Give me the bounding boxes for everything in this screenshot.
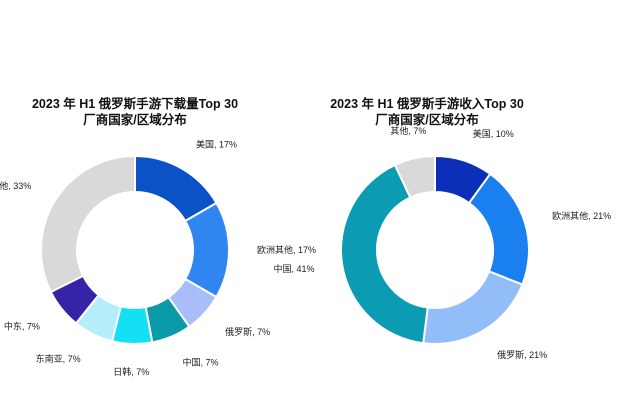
donut-1-label-0: 美国, 10%	[473, 128, 514, 139]
donut-0-label-3: 中国, 7%	[183, 356, 219, 367]
chart-title-downloads: 2023 年 H1 俄罗斯手游下载量Top 30 厂商国家/区域分布	[0, 96, 270, 128]
donut-1-label-2: 俄罗斯, 21%	[497, 349, 547, 360]
donut-0-slice-7	[40, 154, 136, 294]
donut-1-label-1: 欧洲其他, 21%	[552, 210, 611, 221]
donut-0-label-2: 俄罗斯, 7%	[225, 326, 270, 337]
donut-chart-downloads: 美国, 17% 欧洲其他, 17% 俄罗斯, 7% 中国, 7% 日韩, 7% 东南亚, …	[0, 138, 316, 377]
donut-1-slice-1	[467, 172, 530, 286]
donut-chart-revenue: 美国, 10% 欧洲其他, 21% 俄罗斯, 21% 中国, 41% 其他, 7%	[273, 125, 611, 360]
donut-1-label-4: 其他, 7%	[390, 125, 426, 136]
chart-title-revenue-line2: 厂商国家/区域分布	[375, 113, 479, 127]
chart-title-revenue-line1: 2023 年 H1 俄罗斯手游收入Top 30	[330, 97, 524, 111]
donut-0-label-7: 其他, 33%	[0, 180, 31, 191]
chart-title-downloads-line1: 2023 年 H1 俄罗斯手游下载量Top 30	[31, 97, 239, 111]
chart-title-revenue: 2023 年 H1 俄罗斯手游收入Top 30 厂商国家/区域分布	[292, 96, 562, 128]
donut-1-slice-2	[422, 270, 524, 345]
donut-0-label-5: 东南亚, 7%	[36, 353, 81, 364]
donut-0-label-6: 中东, 7%	[4, 320, 40, 331]
donut-1-label-3: 中国, 41%	[273, 263, 314, 274]
donut-1-slice-4	[393, 154, 436, 199]
donut-0-label-0: 美国, 17%	[196, 138, 237, 149]
donut-0-label-1: 欧洲其他, 17%	[257, 244, 316, 255]
donut-0-label-4: 日韩, 7%	[113, 366, 149, 377]
chart-title-downloads-line2: 厂商国家/区域分布	[83, 113, 187, 127]
donut-1-slice-3	[340, 163, 429, 345]
